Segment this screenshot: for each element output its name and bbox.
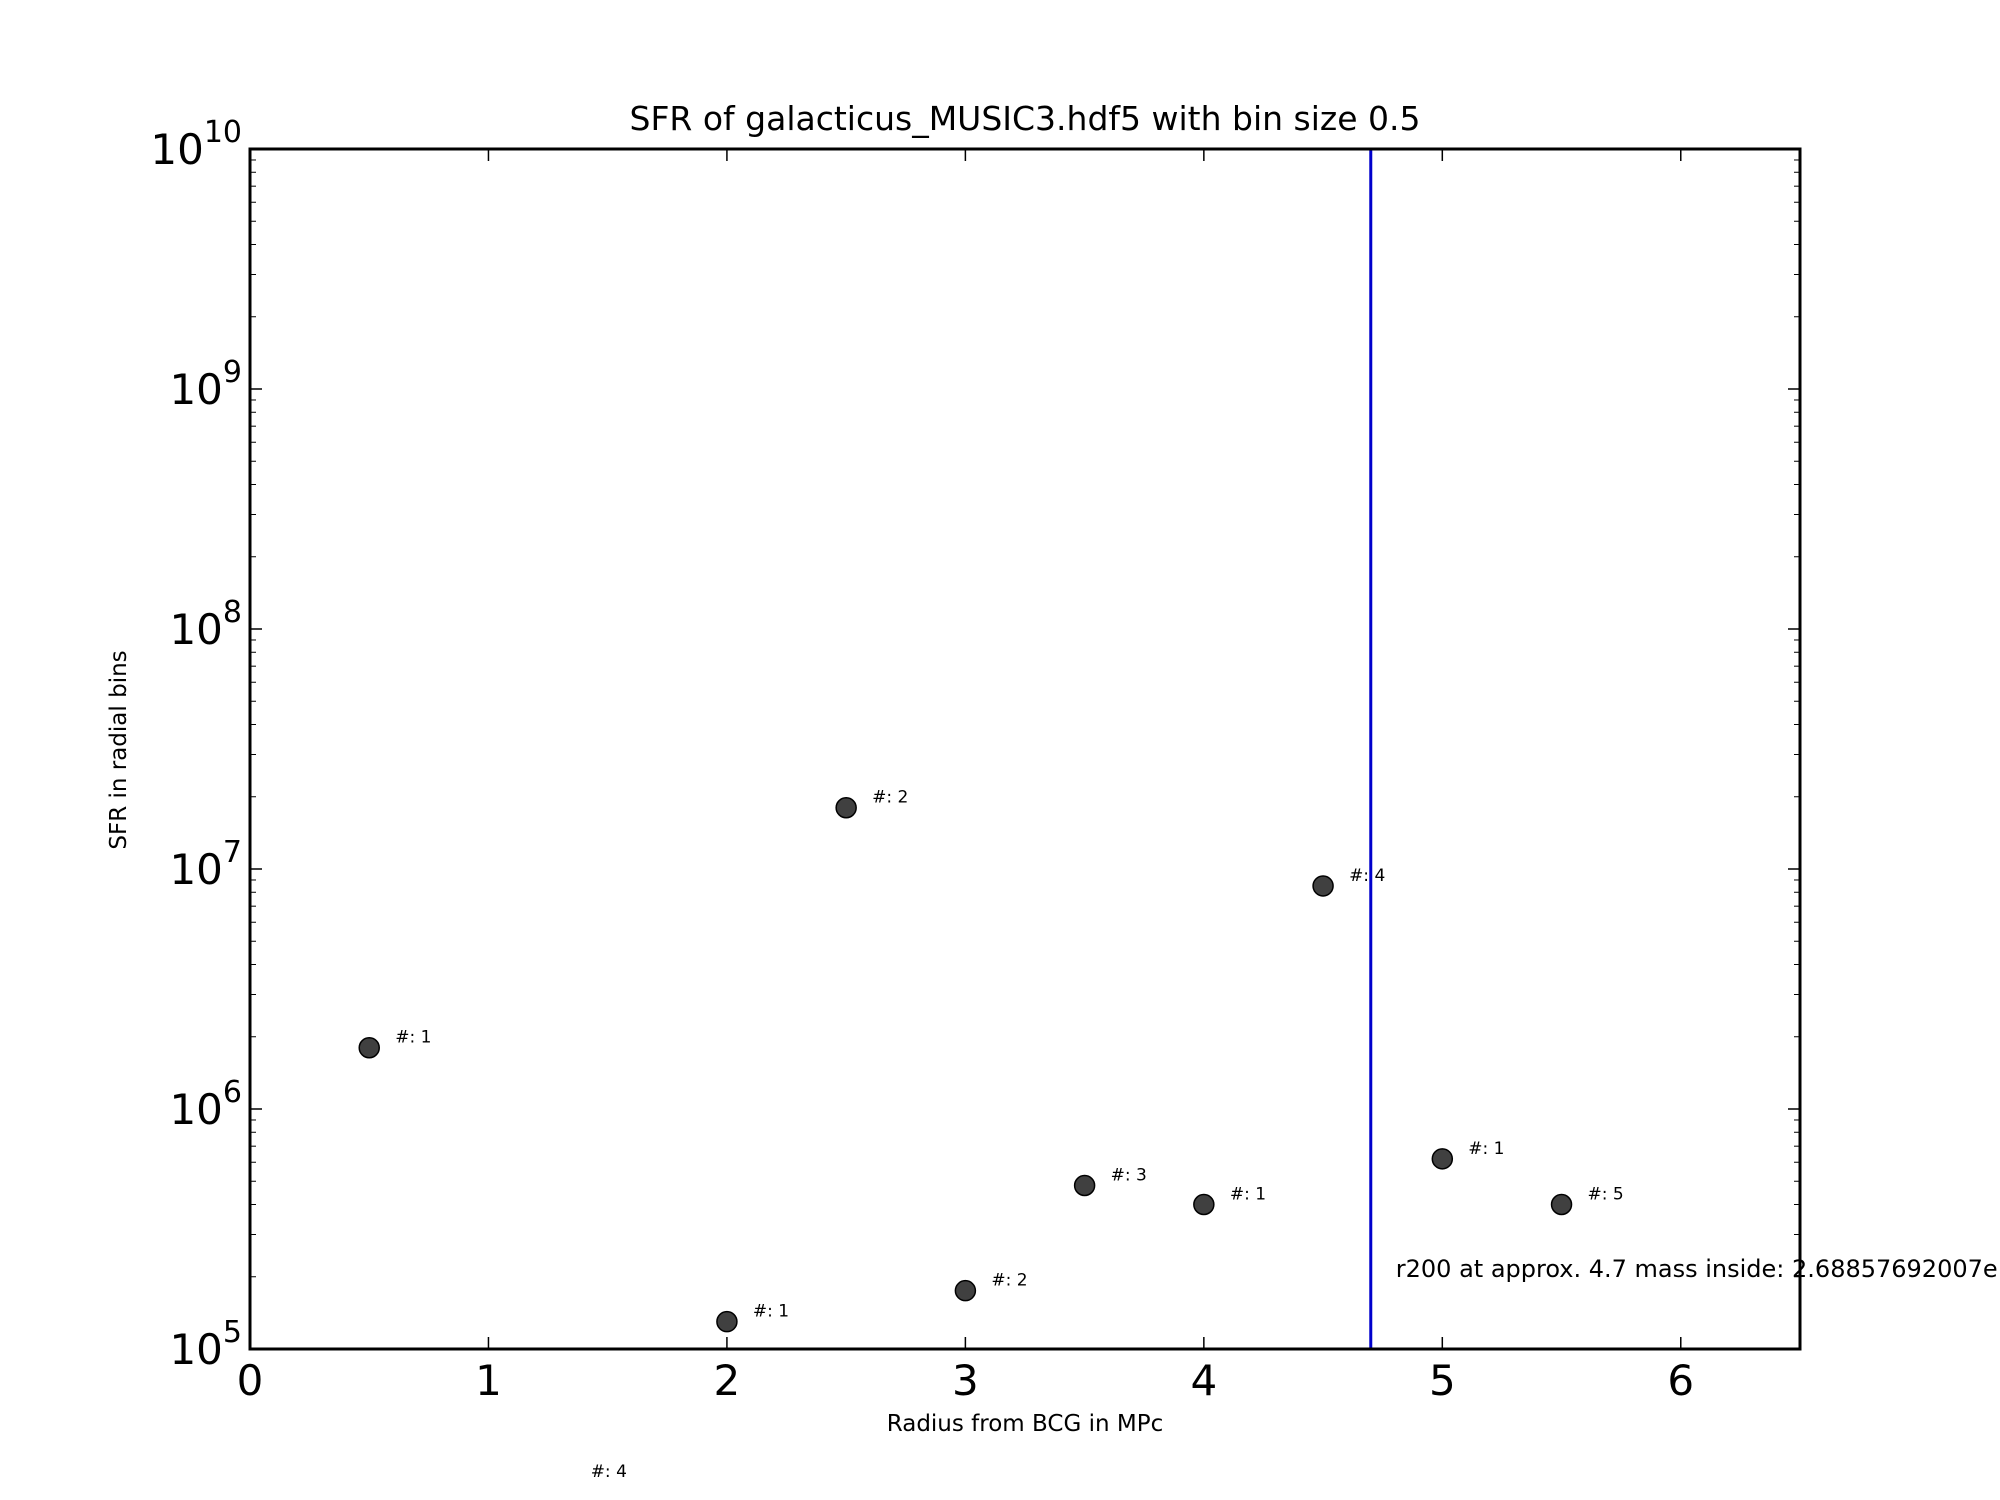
point-label: #: 1 [395,1028,431,1048]
point-label: #: 2 [872,788,908,808]
data-point [358,1036,380,1059]
y-tick-exponent: 5 [223,1315,242,1350]
x-tick-label: 4 [1190,1356,1217,1405]
axis-ticks [249,148,1800,1350]
x-tick-label: 3 [952,1356,979,1405]
plot-frame [248,147,1802,1351]
point-label: #: 1 [753,1302,789,1322]
point-label: #: 1 [1230,1185,1266,1205]
data-point [835,796,857,819]
x-tick-label: 1 [475,1356,502,1405]
y-tick-base: 10 [169,845,222,894]
data-point [1073,1174,1096,1197]
y-tick-base: 10 [169,1085,222,1134]
y-tick-exponent: 10 [204,115,242,150]
y-tick-label: 1010 [150,115,242,174]
y-tick-label: 109 [169,355,242,414]
data-point [1431,1148,1454,1170]
x-axis-label: Radius from BCG in MPc [887,1411,1163,1437]
data-point [1193,1193,1215,1216]
plot-content: #: 1 #: 1 #: 2 #: 2 #: 3 #: 1 #: 4 #: 1 #: 5 r200… [358,149,1998,1482]
data-point [1312,875,1334,897]
point-label: #: 4 [1349,866,1385,886]
data-point [1550,1193,1573,1216]
y-tick-base: 10 [169,1325,222,1374]
y-tick-exponent: 6 [223,1075,242,1110]
y-tick-exponent: 7 [223,835,242,870]
data-point [716,1310,738,1333]
y-tick-base: 10 [169,605,222,654]
point-label: #: 2 [991,1271,1027,1291]
x-tick-label: 6 [1667,1356,1694,1405]
y-tick-base: 10 [169,365,222,414]
x-tick-label: 2 [714,1356,741,1405]
point-label: #: 5 [1588,1185,1624,1205]
point-label: #: 1 [1468,1139,1504,1159]
offscale-point-label: #: 4 [591,1462,627,1482]
x-tick-label: 0 [237,1356,264,1405]
y-tick-base: 10 [150,125,203,174]
chart-title: SFR of galacticus_MUSIC3.hdf5 with bin s… [630,99,1421,138]
y-tick-exponent: 9 [223,355,242,390]
point-label: #: 3 [1111,1166,1147,1186]
r200-annotation: r200 at approx. 4.7 mass inside: 2.68857… [1396,1255,1998,1283]
y-tick-exponent: 8 [223,595,242,630]
y-tick-label: 106 [169,1075,242,1134]
y-axis-label: SFR in radial bins [106,650,132,849]
data-point [954,1279,977,1302]
y-tick-label: 107 [169,835,242,894]
y-tick-label: 108 [169,595,242,654]
y-tick-label: 105 [169,1315,242,1374]
x-tick-label: 5 [1429,1356,1456,1405]
